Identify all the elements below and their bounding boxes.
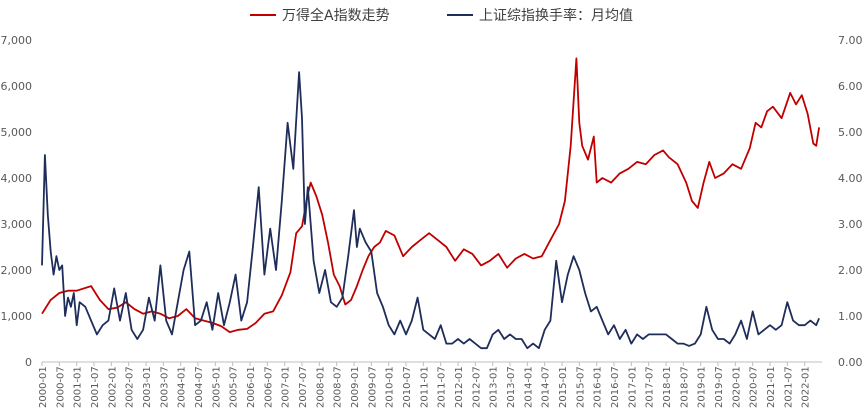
y-left-tick-label: 2,000 xyxy=(1,264,33,277)
series-group xyxy=(41,57,820,350)
x-tick-label: 2001-07 xyxy=(90,366,101,408)
y-left-tick-label: 3,000 xyxy=(1,218,33,231)
x-tick-label: 2008-07 xyxy=(333,366,344,408)
x-tick-label: 2000-01 xyxy=(38,366,49,408)
x-tick-label: 2016-07 xyxy=(610,366,621,408)
x-tick-label: 2012-07 xyxy=(471,366,482,408)
y-right-tick-label: 5.00 xyxy=(838,126,863,139)
y-right-tick-label: 1.00 xyxy=(838,310,863,323)
x-tick-label: 2017-07 xyxy=(645,366,656,408)
x-tick-label: 2002-01 xyxy=(107,366,118,408)
x-tick-label: 2004-07 xyxy=(194,366,205,408)
x-tick-label: 2020-07 xyxy=(749,366,760,408)
x-tick-label: 2021-01 xyxy=(766,366,777,408)
series-line-0 xyxy=(41,57,820,333)
y-left-tick-label: 0 xyxy=(25,356,32,369)
legend-label-turnover: 上证综指换手率：月均值 xyxy=(479,8,633,24)
y-right-tick-label: 0.00 xyxy=(838,356,863,369)
legend-swatch-navy xyxy=(447,14,473,16)
y-left-tick-label: 7,000 xyxy=(1,34,33,47)
y-right-tick-label: 6.00 xyxy=(838,80,863,93)
x-tick-label: 2005-07 xyxy=(229,366,240,408)
x-tick-label: 2013-07 xyxy=(506,366,517,408)
x-tick-label: 2005-01 xyxy=(211,366,222,408)
series-line-1 xyxy=(41,71,820,350)
x-tick-label: 2015-07 xyxy=(575,366,586,408)
x-tick-label: 2006-07 xyxy=(263,366,274,408)
x-tick-label: 2009-07 xyxy=(367,366,378,408)
legend-swatch-red xyxy=(250,14,276,16)
y-left-tick-label: 5,000 xyxy=(1,126,33,139)
y-right-tick-label: 7.00 xyxy=(838,34,863,47)
x-tick-label: 2014-01 xyxy=(523,366,534,408)
y-right-tick-label: 4.00 xyxy=(838,172,863,185)
legend-item-wind-index: 万得全A指数走势 xyxy=(250,4,390,26)
y-right-tick-label: 3.00 xyxy=(838,218,863,231)
x-tick-label: 2019-07 xyxy=(714,366,725,408)
x-tick-label: 2022-01 xyxy=(801,366,812,408)
x-tick-label: 2006-01 xyxy=(246,366,257,408)
y-left-tick-label: 1,000 xyxy=(1,310,33,323)
x-tick-label: 2018-07 xyxy=(679,366,690,408)
x-tick-label: 2007-01 xyxy=(281,366,292,408)
x-tick-label: 2004-01 xyxy=(177,366,188,408)
y-right-tick-label: 2.00 xyxy=(838,264,863,277)
y-left-tick-label: 6,000 xyxy=(1,80,33,93)
x-tick-label: 2012-01 xyxy=(454,366,465,408)
x-tick-label: 2003-07 xyxy=(159,366,170,408)
x-tick-label: 2003-01 xyxy=(142,366,153,408)
x-tick-label: 2010-01 xyxy=(385,366,396,408)
x-tick-label: 2016-01 xyxy=(593,366,604,408)
legend-label-wind-index: 万得全A指数走势 xyxy=(282,8,390,24)
axes-group: 0 1,000 2,000 3,000 4,000 5,000 6,000 7,000 0.00… xyxy=(1,34,863,408)
x-tick-label: 2007-07 xyxy=(298,366,309,408)
x-tick-label: 2011-01 xyxy=(419,366,430,408)
x-tick-label: 2021-07 xyxy=(783,366,794,408)
x-tick-label: 2000-07 xyxy=(55,366,66,408)
x-tick-label: 2015-01 xyxy=(558,366,569,408)
legend: 万得全A指数走势 上证综指换手率：月均值 xyxy=(0,4,865,26)
y-left-tick-label: 4,000 xyxy=(1,172,33,185)
x-tick-label: 2010-07 xyxy=(402,366,413,408)
x-tick-label: 2008-01 xyxy=(315,366,326,408)
x-tick-label: 2009-01 xyxy=(350,366,361,408)
x-tick-label: 2019-01 xyxy=(697,366,708,408)
legend-item-turnover: 上证综指换手率：月均值 xyxy=(447,4,633,26)
x-tick-label: 2002-07 xyxy=(125,366,136,408)
x-tick-label: 2020-01 xyxy=(731,366,742,408)
x-tick-label: 2017-01 xyxy=(627,366,638,408)
x-tick-label: 2001-01 xyxy=(73,366,84,408)
x-tick-label: 2014-07 xyxy=(541,366,552,408)
x-tick-label: 2011-07 xyxy=(437,366,448,408)
x-tick-label: 2013-01 xyxy=(489,366,500,408)
x-tick-label: 2018-01 xyxy=(662,366,673,408)
